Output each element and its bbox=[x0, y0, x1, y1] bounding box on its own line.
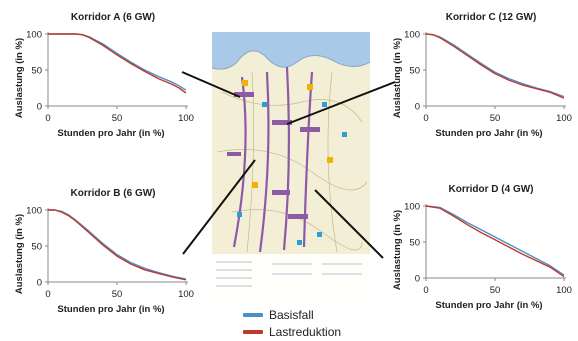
x-tick-label: 0 bbox=[423, 285, 428, 296]
x-tick-label: 0 bbox=[45, 289, 50, 300]
x-tick-label: 50 bbox=[112, 113, 123, 124]
legend: Basisfall Lastreduktion bbox=[243, 306, 341, 340]
series-line-basisfall bbox=[425, 205, 565, 276]
chart-panel-korridor-b: Korridor B (6 GW) 0 50 100 0 50 100 Stunden pro… bbox=[0, 176, 200, 336]
chart-title: Korridor A (6 GW) bbox=[71, 12, 155, 23]
x-tick-label: 100 bbox=[178, 289, 194, 300]
map-sea bbox=[212, 32, 370, 70]
germany-grid-map bbox=[211, 32, 371, 302]
x-tick-label: 50 bbox=[112, 289, 123, 300]
map-illustration bbox=[211, 32, 371, 302]
series-line-lastreduktion bbox=[425, 205, 565, 278]
y-tick-label: 50 bbox=[409, 238, 420, 249]
y-tick-label: 50 bbox=[31, 66, 42, 77]
series-line-lastreduktion bbox=[48, 33, 187, 94]
map-legend-lines bbox=[216, 261, 362, 287]
legend-swatch-lastreduktion bbox=[243, 329, 263, 334]
legend-item-basisfall: Basisfall bbox=[243, 306, 341, 323]
chart-panel-korridor-d: Korridor D (4 GW) 0 50 100 0 50 100 Stunden pro… bbox=[378, 172, 578, 332]
series-line-lastreduktion bbox=[48, 209, 187, 281]
y-axis-label: Auslastung (in %) bbox=[14, 38, 25, 118]
y-tick-label: 100 bbox=[26, 30, 42, 41]
chart-title: Korridor D (4 GW) bbox=[449, 184, 534, 195]
legend-swatch-basisfall bbox=[243, 312, 263, 317]
x-tick-label: 100 bbox=[178, 113, 194, 124]
x-axis-label: Stunden pro Jahr (in %) bbox=[57, 128, 164, 139]
y-tick-label: 0 bbox=[415, 102, 420, 113]
legend-label-basisfall: Basisfall bbox=[269, 307, 314, 322]
chart-svg: Korridor D (4 GW) 0 50 100 0 50 100 Stunden pro… bbox=[392, 184, 572, 311]
y-axis-label: Auslastung (in %) bbox=[14, 214, 25, 294]
series-line-basisfall bbox=[425, 33, 565, 98]
y-tick-label: 50 bbox=[409, 66, 420, 77]
legend-label-lastreduktion: Lastreduktion bbox=[269, 324, 342, 339]
x-tick-label: 100 bbox=[556, 113, 572, 124]
y-tick-label: 0 bbox=[37, 278, 42, 289]
y-tick-label: 100 bbox=[404, 202, 420, 213]
x-axis-label: Stunden pro Jahr (in %) bbox=[435, 300, 542, 311]
x-tick-label: 50 bbox=[490, 113, 501, 124]
chart-panel-korridor-c: Korridor C (12 GW) 0 50 100 0 50 100 Stunden pr… bbox=[378, 0, 578, 160]
x-tick-label: 0 bbox=[423, 113, 428, 124]
y-axis-label: Auslastung (in %) bbox=[392, 210, 403, 290]
y-tick-label: 50 bbox=[31, 242, 42, 253]
x-axis-label: Stunden pro Jahr (in %) bbox=[435, 128, 542, 139]
chart-svg: Korridor A (6 GW) 0 50 100 0 50 100 Stunden pro… bbox=[14, 12, 194, 139]
chart-svg: Korridor B (6 GW) 0 50 100 0 50 100 Stunden pro… bbox=[14, 188, 194, 315]
y-tick-label: 100 bbox=[404, 30, 420, 41]
chart-title: Korridor C (12 GW) bbox=[446, 12, 537, 23]
x-axis-label: Stunden pro Jahr (in %) bbox=[57, 304, 164, 315]
series-line-basisfall bbox=[48, 209, 187, 280]
y-tick-label: 100 bbox=[26, 206, 42, 217]
series-line-lastreduktion bbox=[425, 33, 565, 99]
legend-item-lastreduktion: Lastreduktion bbox=[243, 323, 341, 340]
chart-svg: Korridor C (12 GW) 0 50 100 0 50 100 Stunden pr… bbox=[392, 12, 572, 139]
y-tick-label: 0 bbox=[415, 274, 420, 285]
chart-title: Korridor B (6 GW) bbox=[71, 188, 156, 199]
x-tick-label: 100 bbox=[556, 285, 572, 296]
chart-panel-korridor-a: Korridor A (6 GW) 0 50 100 0 50 100 Stunden pro… bbox=[0, 0, 200, 160]
x-tick-label: 50 bbox=[490, 285, 501, 296]
y-tick-label: 0 bbox=[37, 102, 42, 113]
x-tick-label: 0 bbox=[45, 113, 50, 124]
map-coast bbox=[211, 50, 371, 70]
y-axis-label: Auslastung (in %) bbox=[392, 38, 403, 118]
